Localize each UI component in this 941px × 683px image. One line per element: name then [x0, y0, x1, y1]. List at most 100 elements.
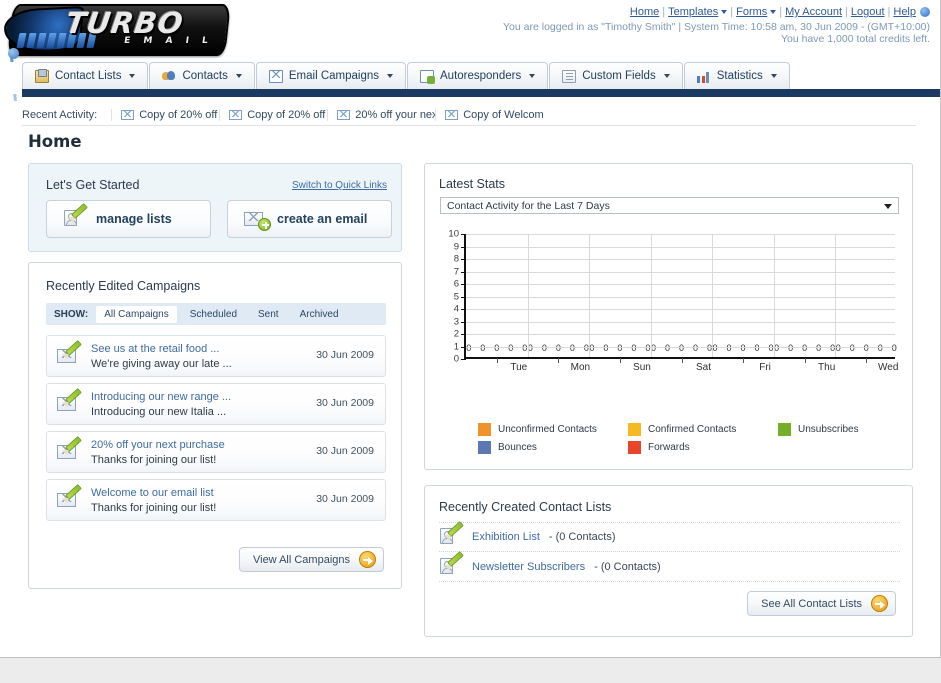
chevron-down-icon[interactable]	[770, 10, 777, 15]
chart-value-label: 0	[466, 343, 472, 353]
chart-x-tick-label: Wed	[878, 362, 899, 373]
create-email-button[interactable]: create an email	[227, 200, 392, 238]
contact-list-count: - (0 Contacts)	[548, 531, 616, 543]
chart-y-tick-label: 6	[453, 278, 459, 290]
nav-tab-custom-fields[interactable]: Custom Fields	[549, 62, 683, 89]
turbo-email-logo[interactable]: TURBO E M A I L	[1, 0, 234, 101]
chart-value-label: 0	[569, 343, 575, 353]
chart-value-label: 0	[706, 343, 712, 353]
campaign-list: See us at the retail food ... We're givi…	[46, 335, 386, 527]
campaign-row[interactable]: See us at the retail food ... We're givi…	[46, 335, 386, 377]
campaign-subtitle: Thanks for joining our list!	[91, 453, 217, 466]
campaign-edit-icon	[57, 340, 82, 366]
nav-tab-label: Email Campaigns	[288, 70, 379, 82]
filter-all-campaigns[interactable]: All Campaigns	[96, 305, 177, 323]
chart-gridline	[466, 309, 895, 310]
chart-value-label: 0	[678, 343, 684, 353]
envelope-icon	[445, 109, 459, 120]
help-icon[interactable]	[920, 7, 930, 18]
envelope-icon	[121, 109, 135, 120]
chart-x-tick-label: Fri	[759, 362, 771, 373]
top-link-my-account[interactable]: My Account	[785, 6, 842, 18]
campaign-row[interactable]: Welcome to our email list Thanks for joi…	[46, 479, 386, 521]
chart-value-label: 0	[541, 343, 547, 353]
chart-gridline	[650, 234, 652, 357]
nav-tab-contacts[interactable]: Contacts	[149, 62, 255, 89]
nav-tab-statistics[interactable]: Statistics	[683, 62, 790, 89]
view-all-campaigns-button[interactable]: View All Campaigns	[238, 547, 384, 572]
filter-scheduled[interactable]: Scheduled	[189, 308, 238, 320]
contact-list-name[interactable]: Newsletter Subscribers	[472, 560, 586, 573]
chart-legend-item: Forwards	[628, 438, 778, 456]
envelope-icon	[337, 109, 351, 120]
recent-activity-item[interactable]: 20% off your next	[327, 108, 435, 121]
campaign-title[interactable]: Introducing our new range ...	[91, 390, 232, 403]
top-link-forms[interactable]: Forms	[736, 6, 768, 18]
contact-lists-icon	[35, 68, 49, 83]
manage-lists-button[interactable]: manage lists	[46, 200, 211, 238]
top-link-templates[interactable]: Templates	[668, 6, 719, 18]
see-all-contact-lists-button[interactable]: See All Contact Lists	[747, 591, 896, 616]
chevron-down-icon[interactable]	[721, 10, 728, 15]
switch-to-quick-links[interactable]: Switch to Quick Links	[291, 180, 387, 191]
chevron-down-icon	[663, 74, 670, 78]
chart-gridline	[466, 346, 895, 348]
stats-range-select[interactable]: Contact Activity for the Last 7 Days	[440, 197, 899, 214]
chart-value-label: 0	[583, 343, 589, 353]
chart-value-label: 0	[768, 343, 774, 353]
chart-y-tick-label: 5	[453, 291, 459, 302]
chart-value-label: 0	[522, 343, 528, 353]
chart-x-tick-label: Sat	[695, 362, 712, 373]
separator: |	[730, 6, 734, 18]
nav-tab-contact-lists[interactable]: Contact Lists	[22, 62, 149, 89]
latest-stats-title: Latest Stats	[439, 177, 506, 191]
nav-tab-autoresponders[interactable]: Autoresponders	[407, 62, 549, 89]
recent-activity-item[interactable]: Copy of 20% off yo	[219, 108, 327, 121]
chart-value-label: 0	[830, 343, 836, 353]
chart-y-tick	[461, 271, 466, 273]
campaign-title[interactable]: See us at the retail food ...	[91, 342, 220, 355]
chart-y-axis-labels: 0 1 2 3 4 5 6 7 8 9 10	[440, 229, 462, 365]
top-link-help[interactable]: Help	[893, 6, 916, 18]
chart-legend-item: Unsubscribes	[778, 420, 898, 438]
filter-archived[interactable]: Archived	[299, 308, 339, 320]
chart-gridline	[466, 246, 895, 248]
get-started-title: Let's Get Started	[46, 178, 140, 192]
nav-tab-label: Statistics	[716, 70, 763, 82]
recent-activity-item-label: Copy of 20% off yo	[247, 108, 327, 121]
chart-legend-label: Unsubscribes	[798, 423, 859, 435]
chart-y-tick	[461, 259, 466, 260]
recent-activity-item[interactable]: Copy of 20% off yo	[111, 108, 219, 121]
top-link-home[interactable]: Home	[629, 6, 660, 18]
chart-value-label: 0	[802, 343, 808, 353]
page-title: Home	[28, 132, 82, 151]
campaign-subtitle: Thanks for joining our list!	[91, 501, 217, 514]
campaign-row[interactable]: Introducing our new range ... Introducin…	[46, 383, 386, 425]
campaign-title[interactable]: Welcome to our email list	[91, 486, 214, 499]
recent-activity-item[interactable]: Copy of Welcome to	[435, 108, 543, 121]
manage-lists-label: manage lists	[96, 212, 172, 226]
contact-list-row[interactable]: Newsletter Subscribers - (0 Contacts)	[439, 550, 900, 582]
chevron-down-icon	[770, 74, 777, 78]
filter-sent[interactable]: Sent	[258, 308, 279, 320]
contact-list-row[interactable]: Exhibition List - (0 Contacts)	[439, 521, 900, 552]
chart-value-label: 0	[603, 343, 609, 353]
campaign-title[interactable]: 20% off your next purchase	[91, 438, 225, 451]
campaign-row[interactable]: 20% off your next purchase Thanks for jo…	[46, 431, 386, 473]
autoresponders-icon	[420, 69, 435, 84]
chart-x-tick	[558, 358, 560, 363]
chart-x-tick	[496, 358, 498, 363]
contact-list-name[interactable]: Exhibition List	[472, 531, 540, 543]
chart-value-label: 0	[480, 343, 486, 353]
view-all-campaigns-label: View All Campaigns	[252, 553, 350, 566]
chart-gridline	[466, 259, 895, 260]
chart-x-tick	[681, 358, 683, 363]
chart-gridline	[466, 271, 895, 273]
top-link-logout[interactable]: Logout	[850, 6, 885, 18]
create-email-icon	[244, 209, 271, 231]
nav-tab-email-campaigns[interactable]: Email Campaigns	[255, 62, 406, 89]
